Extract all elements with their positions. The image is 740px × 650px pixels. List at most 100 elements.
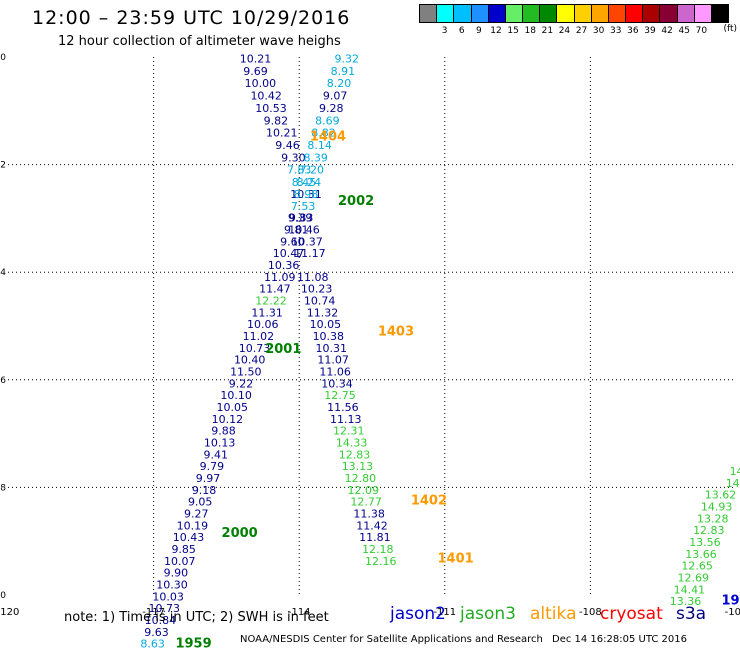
color-swatches bbox=[419, 4, 729, 23]
wave-height-value: 9.85 bbox=[171, 543, 196, 556]
wave-height-value: 9.79 bbox=[200, 460, 225, 473]
wave-height-value: 9.46 bbox=[275, 139, 300, 152]
color-scale-label: 70 bbox=[695, 26, 708, 36]
wave-height-value: 8.20 bbox=[327, 77, 352, 90]
longitude-tick-label: -105 bbox=[725, 607, 740, 618]
wave-height-value: 8.69 bbox=[315, 114, 340, 127]
wave-height-value: 9.88 bbox=[211, 425, 236, 438]
generated-timestamp: Dec 14 16:28:05 UTC 2016 bbox=[552, 634, 687, 645]
color-swatch bbox=[660, 5, 678, 22]
wave-height-value: 7.83 bbox=[287, 164, 312, 177]
wave-height-value: 10.74 bbox=[304, 294, 336, 307]
wave-height-value: 9.18 bbox=[192, 484, 217, 497]
wave-height-value: 10.31 bbox=[290, 188, 322, 201]
wave-height-color-scale: 3 6 9 12 15 18 21 24 27 30 33 36 39 42 45 70 (ft) bbox=[419, 4, 737, 38]
wave-height-value: 12.65 bbox=[681, 560, 713, 573]
color-scale-label: 21 bbox=[541, 26, 554, 36]
wave-height-value: 9.32 bbox=[335, 52, 360, 65]
wave-height-value: 11.08 bbox=[297, 271, 329, 284]
wave-height-value: 9.97 bbox=[196, 472, 221, 485]
longitude-tick-label: -120 bbox=[0, 607, 19, 618]
wave-height-value: 12.75 bbox=[324, 389, 356, 402]
wave-height-value: 10.03 bbox=[152, 590, 184, 603]
wave-height-value: 14.33 bbox=[336, 437, 368, 450]
wave-height-value: 10.73 bbox=[239, 342, 271, 355]
wave-height-value: 7.20 bbox=[300, 164, 325, 177]
wave-height-value: 10.13 bbox=[204, 437, 236, 450]
wave-height-value: 10.73 bbox=[149, 602, 181, 615]
latitude-tick-label: -32 bbox=[0, 161, 6, 171]
wave-height-value: 12.18 bbox=[362, 543, 394, 556]
wave-height-value: 10.12 bbox=[212, 413, 244, 426]
color-swatch bbox=[608, 5, 627, 22]
page-title: 12:00 – 23:59 UTC 10/29/2016 bbox=[32, 7, 351, 29]
wave-height-value: 8.45 bbox=[292, 176, 317, 189]
wave-height-value: 13.62 bbox=[705, 489, 737, 502]
color-scale-label: 12 bbox=[490, 26, 502, 36]
legend-item-s3a: s3a bbox=[676, 604, 707, 624]
wave-height-value: 12.69 bbox=[678, 572, 710, 585]
wave-height-value: 9.30 bbox=[281, 151, 306, 164]
color-scale-label: 45 bbox=[678, 26, 690, 36]
color-swatch bbox=[574, 5, 592, 22]
longitude-tick-label: -111 bbox=[433, 607, 456, 618]
scale-unit: (ft) bbox=[723, 24, 737, 34]
wave-height-value: 11.38 bbox=[353, 508, 385, 521]
wave-height-value: 10.34 bbox=[321, 377, 353, 390]
wave-height-value: 14.93 bbox=[701, 501, 733, 514]
color-swatch bbox=[591, 5, 609, 22]
color-scale-label: 3 bbox=[441, 26, 448, 36]
wave-height-value: 12.83 bbox=[339, 448, 371, 461]
page-subtitle: 12 hour collection of altimeter wave hei… bbox=[58, 34, 341, 49]
color-swatch bbox=[540, 5, 558, 22]
wave-height-value: 11.47 bbox=[259, 283, 291, 296]
track-id-label: 1403 bbox=[378, 325, 414, 340]
wave-height-value: 10.38 bbox=[313, 330, 345, 343]
wave-height-value: 10.19 bbox=[177, 519, 209, 532]
wave-height-value: 10.05 bbox=[216, 401, 248, 414]
legend-item-cryosat: cryosat bbox=[600, 604, 663, 624]
wave-height-value: 11.50 bbox=[230, 365, 262, 378]
wave-height-value: 8.24 bbox=[297, 176, 322, 189]
latitude-tick-label: -40 bbox=[0, 591, 6, 601]
wave-height-value: 10.06 bbox=[247, 318, 279, 331]
wave-height-value: 8.14 bbox=[307, 139, 332, 152]
latitude-tick-label: -36 bbox=[0, 376, 6, 386]
color-scale-label: 18 bbox=[524, 26, 536, 36]
wave-height-value: 7.53 bbox=[291, 200, 316, 213]
longitude-tick-label: -117 bbox=[142, 607, 165, 618]
wave-height-value: 12.09 bbox=[348, 484, 380, 497]
latitude-tick-label: -30 bbox=[0, 53, 6, 63]
wave-height-value: 9.28 bbox=[319, 102, 344, 115]
wave-height-value: 12.16 bbox=[365, 555, 397, 568]
wave-height-value: 11.32 bbox=[307, 306, 339, 319]
wave-height-value: 10.40 bbox=[234, 354, 266, 367]
color-swatch bbox=[471, 5, 489, 22]
longitude-tick-label: -114 bbox=[288, 607, 311, 618]
wave-height-value: 11.42 bbox=[356, 519, 388, 532]
longitude-tick-label: -108 bbox=[579, 607, 602, 618]
wave-height-value: 9.60 bbox=[280, 235, 305, 248]
wave-height-value: 11.31 bbox=[251, 306, 283, 319]
wave-height-value: 9.07 bbox=[323, 90, 348, 103]
wave-height-value: 10.84 bbox=[145, 614, 177, 627]
track-id-label: 1401 bbox=[438, 552, 474, 567]
wave-height-value: 10.43 bbox=[173, 531, 205, 544]
wave-height-value: 12.77 bbox=[350, 496, 382, 509]
wave-height-value: 9.27 bbox=[184, 508, 209, 521]
track-id-label: 2002 bbox=[338, 194, 374, 209]
wave-height-value: 13.66 bbox=[685, 548, 717, 561]
wave-height-value: 12.83 bbox=[693, 524, 725, 537]
wave-height-value: 10.30 bbox=[156, 579, 188, 592]
wave-height-value: 10.10 bbox=[220, 389, 252, 402]
color-swatch bbox=[694, 5, 712, 22]
wave-height-value: 10.36 bbox=[268, 259, 300, 272]
wave-height-value: 9.41 bbox=[203, 448, 228, 461]
wave-height-value: 10.23 bbox=[301, 283, 333, 296]
wave-height-value: 8.39 bbox=[303, 151, 328, 164]
latitude-tick-label: -38 bbox=[0, 483, 6, 493]
wave-height-value: 8.63 bbox=[140, 638, 165, 650]
wave-height-value: 12.22 bbox=[255, 294, 287, 307]
wave-height-value: 10.47 bbox=[273, 247, 305, 260]
